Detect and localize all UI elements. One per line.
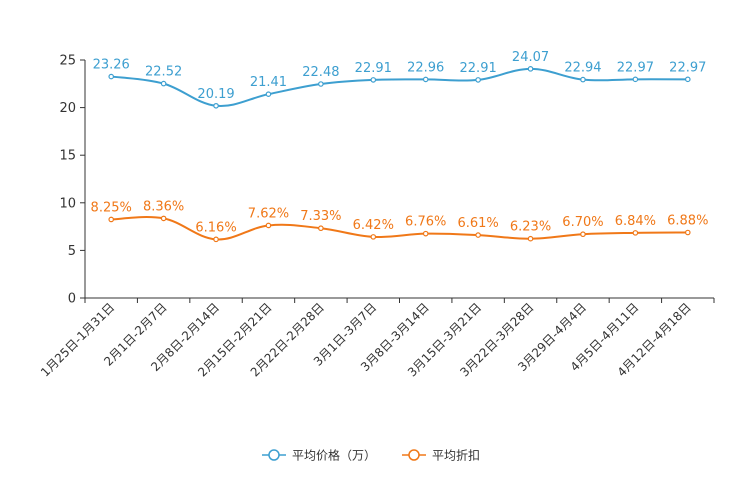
data-point[interactable] (265, 91, 272, 97)
data-point[interactable] (684, 76, 691, 83)
data-point[interactable] (632, 76, 639, 83)
y-tick-label: 0 (68, 292, 76, 307)
series-1: 8.25% 8.36% 6.16% 7.62% 7.33% 6.42% 6.76% 6.61%… (91, 199, 708, 243)
y-ticks: 0 5 10 15 20 25 (59, 54, 85, 307)
series-line (111, 67, 688, 107)
data-label: 21.41 (250, 75, 287, 90)
x-tick-label: 1月25日-1月31日 (38, 300, 117, 379)
data-label: 8.36% (143, 199, 184, 214)
data-point[interactable] (160, 80, 167, 87)
data-point[interactable] (108, 216, 115, 223)
data-label: 22.48 (302, 65, 339, 80)
axes (84, 60, 714, 299)
data-label: 7.62% (248, 206, 289, 221)
legend[interactable]: 平均价格（万） 平均折扣 (262, 448, 480, 463)
data-label: 6.42% (353, 218, 394, 233)
data-label: 22.97 (669, 60, 706, 75)
y-tick-label: 15 (59, 149, 76, 164)
y-tick-label: 25 (59, 54, 76, 69)
data-point[interactable] (213, 236, 219, 243)
data-label: 6.16% (195, 220, 236, 235)
legend-marker-icon (408, 449, 420, 461)
data-point[interactable] (213, 102, 219, 109)
data-point[interactable] (370, 234, 377, 240)
legend-item-1[interactable]: 平均折扣 (402, 448, 480, 463)
legend-label: 平均折扣 (432, 448, 480, 463)
data-label: 22.91 (355, 61, 392, 76)
data-label: 22.97 (617, 60, 654, 75)
data-label: 23.26 (93, 58, 130, 73)
data-label: 22.91 (460, 61, 497, 76)
data-point[interactable] (580, 231, 586, 238)
data-label: 6.84% (615, 214, 656, 229)
data-point[interactable] (370, 77, 377, 83)
data-point[interactable] (318, 81, 324, 87)
y-tick-label: 20 (59, 101, 76, 116)
data-label: 7.33% (300, 209, 341, 224)
data-label: 20.19 (197, 87, 234, 102)
legend-item-0[interactable]: 平均价格（万） (262, 448, 376, 463)
data-label: 8.25% (91, 200, 132, 215)
data-point[interactable] (422, 76, 429, 83)
data-label: 6.76% (405, 215, 446, 230)
data-point[interactable] (318, 225, 324, 232)
data-point[interactable] (108, 73, 115, 80)
data-point[interactable] (265, 222, 272, 229)
data-label: 22.96 (407, 60, 444, 75)
series-layer: 23.26 22.52 20.19 21.41 22.48 22.91 22.96 22.91… (91, 50, 708, 243)
series-0: 23.26 22.52 20.19 21.41 22.48 22.91 22.96 22.91… (93, 50, 706, 109)
data-point[interactable] (632, 230, 639, 236)
data-point[interactable] (580, 76, 586, 83)
data-point[interactable] (160, 215, 167, 222)
data-label: 24.07 (512, 50, 549, 65)
legend-label: 平均价格（万） (292, 448, 376, 463)
series-line (111, 216, 688, 241)
data-label: 6.88% (667, 214, 708, 229)
data-point[interactable] (527, 235, 534, 242)
data-label: 6.61% (457, 216, 498, 231)
data-label: 6.23% (510, 220, 551, 235)
data-point[interactable] (527, 66, 534, 72)
y-tick-label: 5 (68, 244, 76, 259)
data-label: 22.94 (564, 61, 601, 76)
x-ticks: 1月25日-1月31日2月1日-2月7日2月8日-2月14日2月15日-2月21… (38, 298, 715, 380)
data-point[interactable] (684, 229, 691, 236)
data-point[interactable] (422, 230, 429, 237)
data-label: 6.70% (562, 215, 603, 230)
data-point[interactable] (475, 232, 481, 238)
legend-marker-icon (268, 449, 280, 461)
data-label: 22.52 (145, 65, 182, 80)
y-tick-label: 10 (59, 196, 76, 211)
data-point[interactable] (475, 77, 481, 83)
